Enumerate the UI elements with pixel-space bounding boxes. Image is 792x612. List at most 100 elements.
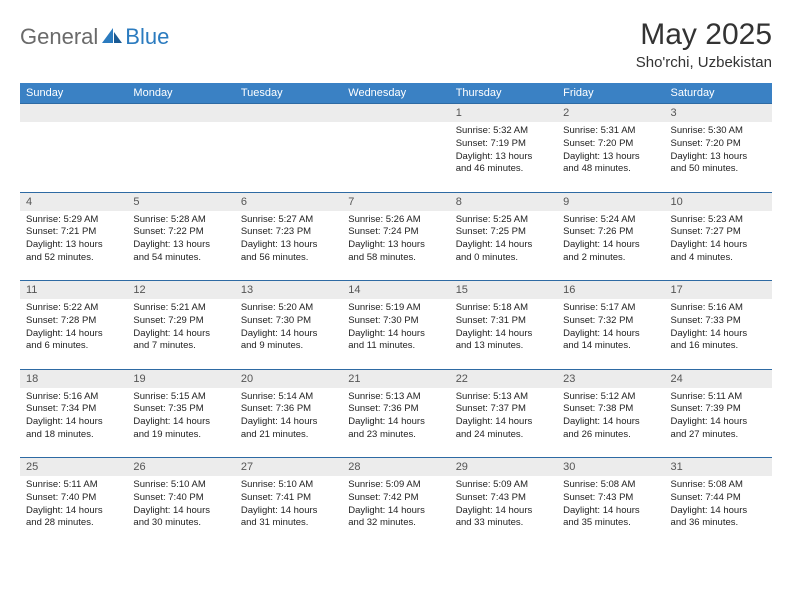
sunset-text: Sunset: 7:40 PM [26, 492, 121, 505]
calendar-page: General Blue May 2025 Sho'rchi, Uzbekist… [0, 0, 792, 556]
daylight-text-2: and 50 minutes. [671, 163, 766, 176]
day-number: 15 [450, 281, 557, 300]
sunrise-text: Sunrise: 5:09 AM [348, 479, 443, 492]
sunrise-text: Sunrise: 5:16 AM [671, 302, 766, 315]
daylight-text-1: Daylight: 14 hours [456, 416, 551, 429]
daylight-text-2: and 4 minutes. [671, 252, 766, 265]
sunrise-text: Sunrise: 5:26 AM [348, 214, 443, 227]
day-number: 27 [235, 458, 342, 477]
sunrise-text: Sunrise: 5:28 AM [133, 214, 228, 227]
sunset-text: Sunset: 7:39 PM [671, 403, 766, 416]
daylight-text-1: Daylight: 14 hours [563, 239, 658, 252]
dayname-wed: Wednesday [342, 83, 449, 104]
daylight-text-1: Daylight: 14 hours [671, 416, 766, 429]
detail-row: Sunrise: 5:22 AMSunset: 7:28 PMDaylight:… [20, 299, 772, 369]
sunrise-text: Sunrise: 5:10 AM [133, 479, 228, 492]
sunrise-text: Sunrise: 5:19 AM [348, 302, 443, 315]
daylight-text-1: Daylight: 13 hours [26, 239, 121, 252]
sunset-text: Sunset: 7:41 PM [241, 492, 336, 505]
sunrise-text: Sunrise: 5:29 AM [26, 214, 121, 227]
daylight-text-1: Daylight: 14 hours [133, 505, 228, 518]
day-details: Sunrise: 5:18 AMSunset: 7:31 PMDaylight:… [450, 299, 557, 369]
daylight-text-2: and 24 minutes. [456, 429, 551, 442]
daylight-text-1: Daylight: 13 hours [241, 239, 336, 252]
day-number: 5 [127, 192, 234, 211]
day-details: Sunrise: 5:10 AMSunset: 7:41 PMDaylight:… [235, 476, 342, 546]
sunrise-text: Sunrise: 5:23 AM [671, 214, 766, 227]
daylight-text-2: and 19 minutes. [133, 429, 228, 442]
sunrise-text: Sunrise: 5:18 AM [456, 302, 551, 315]
sunrise-text: Sunrise: 5:13 AM [348, 391, 443, 404]
sunrise-text: Sunrise: 5:14 AM [241, 391, 336, 404]
day-details: Sunrise: 5:22 AMSunset: 7:28 PMDaylight:… [20, 299, 127, 369]
day-details: Sunrise: 5:16 AMSunset: 7:33 PMDaylight:… [665, 299, 772, 369]
sunrise-text: Sunrise: 5:12 AM [563, 391, 658, 404]
day-details: Sunrise: 5:21 AMSunset: 7:29 PMDaylight:… [127, 299, 234, 369]
sunset-text: Sunset: 7:20 PM [563, 138, 658, 151]
day-number: 19 [127, 369, 234, 388]
day-number: 18 [20, 369, 127, 388]
sunrise-text: Sunrise: 5:08 AM [671, 479, 766, 492]
day-number: 1 [450, 104, 557, 123]
daynum-row: 123 [20, 104, 772, 123]
header: General Blue May 2025 Sho'rchi, Uzbekist… [20, 18, 772, 71]
day-number: 16 [557, 281, 664, 300]
sunrise-text: Sunrise: 5:11 AM [26, 479, 121, 492]
logo: General Blue [20, 24, 169, 50]
day-number: 24 [665, 369, 772, 388]
day-number: 30 [557, 458, 664, 477]
daylight-text-1: Daylight: 14 hours [348, 328, 443, 341]
day-number [342, 104, 449, 123]
daylight-text-1: Daylight: 13 hours [456, 151, 551, 164]
day-details: Sunrise: 5:29 AMSunset: 7:21 PMDaylight:… [20, 211, 127, 281]
day-details: Sunrise: 5:12 AMSunset: 7:38 PMDaylight:… [557, 388, 664, 458]
daylight-text-1: Daylight: 14 hours [563, 328, 658, 341]
daylight-text-2: and 33 minutes. [456, 517, 551, 530]
sunset-text: Sunset: 7:37 PM [456, 403, 551, 416]
daylight-text-1: Daylight: 14 hours [133, 416, 228, 429]
day-details: Sunrise: 5:08 AMSunset: 7:43 PMDaylight:… [557, 476, 664, 546]
sunset-text: Sunset: 7:27 PM [671, 226, 766, 239]
title-block: May 2025 Sho'rchi, Uzbekistan [636, 18, 772, 71]
day-number: 8 [450, 192, 557, 211]
daylight-text-2: and 0 minutes. [456, 252, 551, 265]
day-details: Sunrise: 5:08 AMSunset: 7:44 PMDaylight:… [665, 476, 772, 546]
dayname-mon: Monday [127, 83, 234, 104]
sunrise-text: Sunrise: 5:32 AM [456, 125, 551, 138]
daylight-text-1: Daylight: 14 hours [241, 328, 336, 341]
day-details: Sunrise: 5:19 AMSunset: 7:30 PMDaylight:… [342, 299, 449, 369]
dayname-sun: Sunday [20, 83, 127, 104]
daylight-text-1: Daylight: 14 hours [563, 505, 658, 518]
daylight-text-1: Daylight: 14 hours [241, 505, 336, 518]
daylight-text-2: and 21 minutes. [241, 429, 336, 442]
sunrise-text: Sunrise: 5:15 AM [133, 391, 228, 404]
day-details: Sunrise: 5:28 AMSunset: 7:22 PMDaylight:… [127, 211, 234, 281]
sunset-text: Sunset: 7:36 PM [348, 403, 443, 416]
daylight-text-1: Daylight: 14 hours [348, 416, 443, 429]
sunrise-text: Sunrise: 5:16 AM [26, 391, 121, 404]
day-details: Sunrise: 5:20 AMSunset: 7:30 PMDaylight:… [235, 299, 342, 369]
daylight-text-2: and 30 minutes. [133, 517, 228, 530]
day-number: 10 [665, 192, 772, 211]
daylight-text-2: and 54 minutes. [133, 252, 228, 265]
day-number: 4 [20, 192, 127, 211]
sunset-text: Sunset: 7:40 PM [133, 492, 228, 505]
sunset-text: Sunset: 7:33 PM [671, 315, 766, 328]
day-details: Sunrise: 5:30 AMSunset: 7:20 PMDaylight:… [665, 122, 772, 192]
day-number: 31 [665, 458, 772, 477]
daylight-text-2: and 16 minutes. [671, 340, 766, 353]
daynum-row: 11121314151617 [20, 281, 772, 300]
sunrise-text: Sunrise: 5:27 AM [241, 214, 336, 227]
sunset-text: Sunset: 7:31 PM [456, 315, 551, 328]
detail-row: Sunrise: 5:11 AMSunset: 7:40 PMDaylight:… [20, 476, 772, 546]
dayname-thu: Thursday [450, 83, 557, 104]
day-details: Sunrise: 5:09 AMSunset: 7:42 PMDaylight:… [342, 476, 449, 546]
dayname-fri: Friday [557, 83, 664, 104]
sunset-text: Sunset: 7:43 PM [456, 492, 551, 505]
day-details: Sunrise: 5:14 AMSunset: 7:36 PMDaylight:… [235, 388, 342, 458]
daylight-text-2: and 14 minutes. [563, 340, 658, 353]
sunset-text: Sunset: 7:43 PM [563, 492, 658, 505]
day-details: Sunrise: 5:11 AMSunset: 7:39 PMDaylight:… [665, 388, 772, 458]
sunset-text: Sunset: 7:25 PM [456, 226, 551, 239]
day-details: Sunrise: 5:31 AMSunset: 7:20 PMDaylight:… [557, 122, 664, 192]
